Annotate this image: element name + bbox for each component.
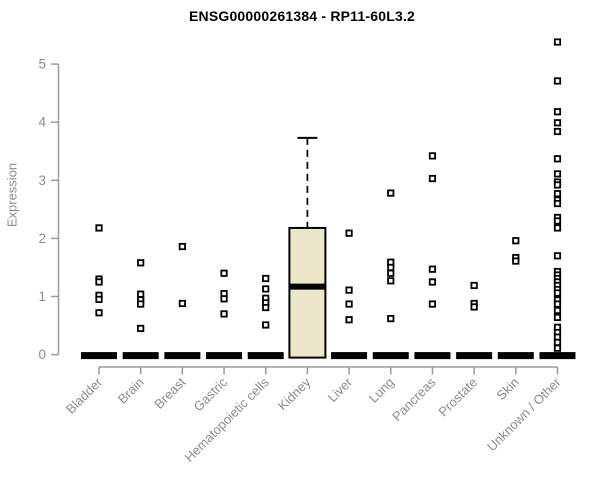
outlier-point xyxy=(470,303,478,311)
outlier-point xyxy=(178,299,186,308)
outlier-point xyxy=(262,321,270,329)
outlier-point xyxy=(95,278,103,286)
x-tick-label: Skin xyxy=(493,375,521,403)
y-tick-label: 4 xyxy=(38,115,46,130)
outlier-point xyxy=(95,295,103,304)
zero-median-bar xyxy=(539,352,576,360)
outlier-point xyxy=(428,174,437,183)
y-tick-label: 1 xyxy=(38,289,46,304)
outlier-point xyxy=(553,289,562,297)
median-line xyxy=(289,283,326,290)
chart-title: ENSG00000261384 - RP11-60L3.2 xyxy=(188,8,416,24)
y-tick-label: 3 xyxy=(38,173,46,188)
box xyxy=(288,226,327,359)
outlier-point xyxy=(345,316,353,324)
outlier-point xyxy=(553,338,562,346)
outlier-point xyxy=(553,127,562,136)
outlier-point xyxy=(553,108,562,116)
outlier-point xyxy=(262,274,270,283)
outlier-point xyxy=(553,170,562,178)
zero-median-bar xyxy=(247,352,284,360)
outlier-point xyxy=(387,269,395,277)
outlier-point xyxy=(137,324,145,333)
x-tick-label: Breast xyxy=(151,374,188,411)
outlier-point xyxy=(220,269,228,277)
outlier-point xyxy=(262,285,270,293)
outlier-point xyxy=(553,199,562,208)
zero-median-bar xyxy=(414,352,451,360)
outlier-point xyxy=(387,277,395,285)
outlier-point xyxy=(262,303,270,312)
zero-median-bar xyxy=(456,352,493,360)
outlier-point xyxy=(137,259,145,267)
outlier-point xyxy=(387,189,395,197)
outlier-point xyxy=(553,77,562,85)
x-tick-label: Lung xyxy=(366,375,397,406)
outlier-point xyxy=(428,265,437,273)
zero-median-bar xyxy=(122,352,159,360)
zero-median-bar xyxy=(497,352,534,360)
outlier-point xyxy=(553,344,562,352)
x-tick-label: Brain xyxy=(115,375,147,407)
outlier-point xyxy=(137,290,145,298)
outlier-point xyxy=(95,309,103,317)
outlier-point xyxy=(553,190,562,198)
outlier-point xyxy=(345,229,353,237)
x-tick-label: Bladder xyxy=(63,374,106,417)
x-tick-label: Unknown / Other xyxy=(484,374,564,454)
outlier-point xyxy=(387,263,395,272)
outlier-point xyxy=(553,155,562,163)
zero-median-bar xyxy=(372,352,409,360)
outlier-point xyxy=(428,278,437,286)
outlier-point xyxy=(428,300,437,308)
outlier-point xyxy=(553,224,562,232)
x-tick-label: Pancreas xyxy=(389,374,439,424)
zero-median-bar xyxy=(206,352,243,360)
outlier-point xyxy=(178,242,186,251)
outlier-point xyxy=(553,252,562,260)
outlier-point xyxy=(387,314,395,323)
zero-median-bar xyxy=(331,352,368,360)
outlier-point xyxy=(428,152,437,160)
outlier-point xyxy=(553,217,562,225)
outlier-point xyxy=(95,224,103,232)
outlier-point xyxy=(553,313,562,322)
outlier-point xyxy=(553,119,562,127)
outlier-point xyxy=(470,281,478,290)
y-tick-label: 0 xyxy=(38,347,46,362)
y-tick-label: 2 xyxy=(38,231,46,246)
x-tick-label: Liver xyxy=(325,374,356,405)
outlier-point xyxy=(553,306,562,315)
outlier-point xyxy=(553,181,562,189)
x-tick-label: Kidney xyxy=(275,374,314,413)
outlier-point xyxy=(345,300,353,308)
outlier-point xyxy=(345,286,353,294)
x-tick-label: Prostate xyxy=(435,375,480,420)
y-tick-label: 5 xyxy=(38,57,46,72)
outlier-point xyxy=(137,300,145,308)
x-tick-label: Gastric xyxy=(190,374,230,414)
outlier-point xyxy=(553,300,562,308)
zero-median-bar xyxy=(164,352,201,360)
outlier-point xyxy=(512,257,520,265)
outlier-point xyxy=(220,310,228,318)
zero-median-bar xyxy=(81,352,117,360)
outlier-point xyxy=(553,38,562,46)
outlier-point xyxy=(512,237,520,245)
outlier-point xyxy=(220,295,228,303)
